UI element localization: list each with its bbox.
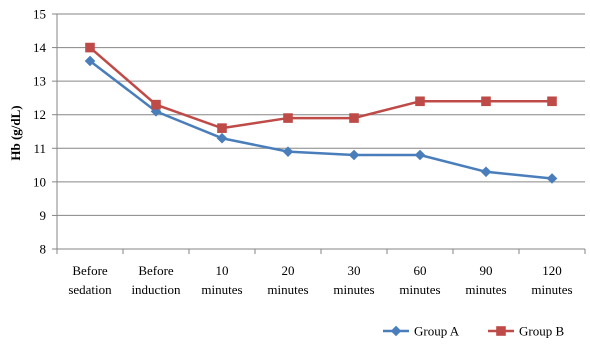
legend-label: Group B <box>519 324 564 339</box>
axes <box>52 13 586 254</box>
x-tick-label-line: minutes <box>465 282 506 297</box>
x-tick-label: Before induction <box>131 263 181 297</box>
x-tick-label: 120 minutes <box>531 263 572 297</box>
data-point-square <box>415 96 425 107</box>
data-point-diamond <box>84 55 96 67</box>
x-tick-label-line: 120 <box>542 263 562 278</box>
x-tick-label: 30 minutes <box>333 263 374 297</box>
x-tick-label: 20 minutes <box>267 263 308 297</box>
x-tick-label-line: minutes <box>399 282 440 297</box>
data-point-square <box>481 96 491 107</box>
x-tick-label-line: sedation <box>68 282 112 297</box>
legend-square-marker <box>496 326 506 336</box>
x-tick-label: 90 minutes <box>465 263 506 297</box>
x-tick-label-line: minutes <box>201 282 242 297</box>
x-tick-label-line: minutes <box>333 282 374 297</box>
series-line <box>89 46 552 130</box>
y-tick-labels: 8 9 10 11 12 13 14 15 <box>33 7 47 257</box>
data-point-square <box>547 96 557 107</box>
x-tick-label: 10 minutes <box>201 263 242 297</box>
x-tick-label: Before sedation <box>68 263 112 297</box>
x-tick-label-line: minutes <box>267 282 308 297</box>
data-point-square <box>151 99 161 110</box>
legend-label: Group A <box>414 324 460 339</box>
data-point-square <box>349 113 359 123</box>
data-point-diamond <box>348 149 360 161</box>
data-point-square <box>217 123 227 133</box>
y-tick-label: 9 <box>40 208 47 223</box>
x-tick-label-line: 30 <box>348 263 361 278</box>
series-lines <box>84 42 558 184</box>
data-point-diamond <box>546 173 558 184</box>
x-tick-label-line: 10 <box>216 263 229 278</box>
legend-item: Group B <box>488 324 564 339</box>
x-tick-label-line: 60 <box>414 263 427 278</box>
x-tick-label: 60 minutes <box>399 263 440 297</box>
series-group-b <box>85 42 557 133</box>
x-tick-label-line: Before <box>138 263 174 278</box>
data-point-diamond <box>216 132 228 144</box>
x-tick-label-line: 20 <box>282 263 295 278</box>
data-point-diamond <box>414 149 426 161</box>
data-point-square <box>85 42 95 53</box>
series-line <box>89 60 553 180</box>
y-tick-label: 15 <box>33 7 46 22</box>
legend-item: Group A <box>383 324 460 339</box>
y-tick-label: 12 <box>33 107 46 122</box>
legend-diamond-marker <box>390 325 402 337</box>
y-tick-label: 14 <box>33 40 47 55</box>
x-tick-label-line: induction <box>131 282 181 297</box>
y-tick-label: 10 <box>33 174 46 189</box>
series-group-a <box>84 55 558 184</box>
x-tick-label-line: Before <box>72 263 108 278</box>
data-point-square <box>283 113 293 123</box>
y-tick-label: 13 <box>33 74 46 89</box>
y-tick-label: 8 <box>40 242 47 257</box>
gridlines <box>57 13 585 216</box>
legend: Group A Group B <box>383 324 564 339</box>
y-tick-label: 11 <box>33 141 46 156</box>
y-axis-label: Hb (g/dL) <box>8 105 23 160</box>
data-point-diamond <box>480 166 492 178</box>
x-tick-label-line: 90 <box>480 263 493 278</box>
x-tick-label-line: minutes <box>531 282 572 297</box>
data-point-diamond <box>282 146 294 157</box>
